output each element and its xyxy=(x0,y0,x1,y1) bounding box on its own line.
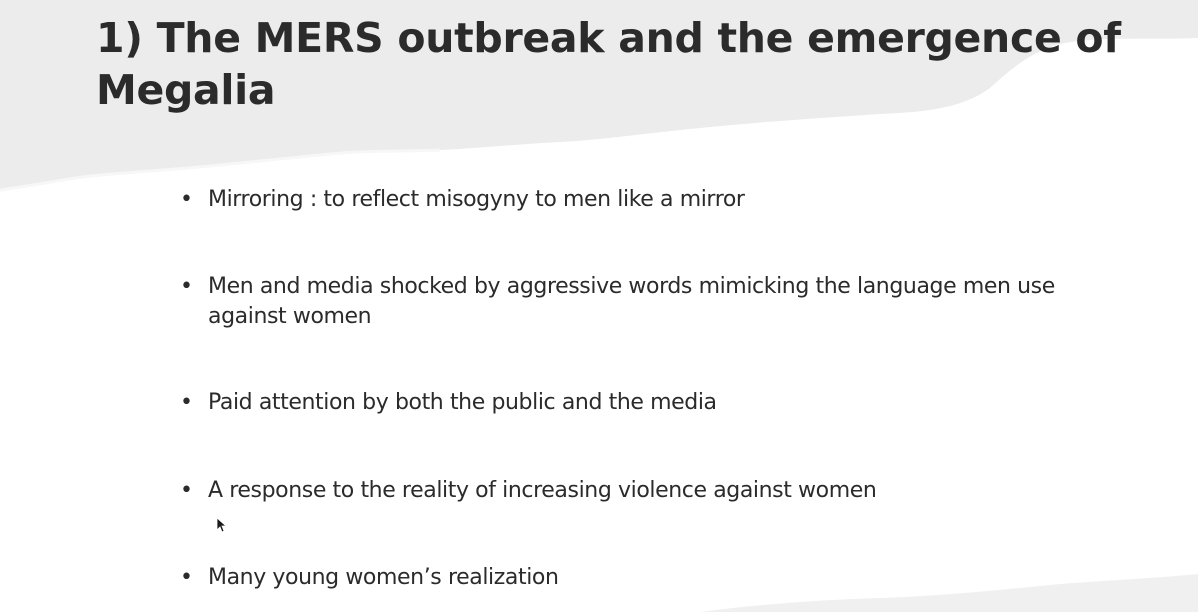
bullet-item: • Men and media shocked by aggressive wo… xyxy=(180,272,1060,332)
bullet-marker: • xyxy=(180,565,193,590)
bullet-item: • Paid attention by both the public and … xyxy=(180,388,1060,418)
bullet-text: Men and media shocked by aggressive word… xyxy=(208,274,1055,329)
bullet-marker: • xyxy=(180,274,193,299)
mouse-pointer-icon xyxy=(216,517,228,533)
bullet-item: • Many young women’s realization xyxy=(180,563,1060,593)
bullet-marker: • xyxy=(180,478,193,503)
bullet-text: Paid attention by both the public and th… xyxy=(208,390,717,415)
bullet-text: A response to the reality of increasing … xyxy=(208,478,877,503)
bullet-marker: • xyxy=(180,187,193,212)
slide-title: 1) The MERS outbreak and the emergence o… xyxy=(96,14,1121,114)
bullet-item: • Mirroring : to reflect misogyny to men… xyxy=(180,185,1060,215)
bullet-text: Mirroring : to reflect misogyny to men l… xyxy=(208,187,745,212)
bullet-item: • A response to the reality of increasin… xyxy=(180,476,1060,506)
bullet-text: Many young women’s realization xyxy=(208,565,559,590)
bullet-marker: • xyxy=(180,390,193,415)
